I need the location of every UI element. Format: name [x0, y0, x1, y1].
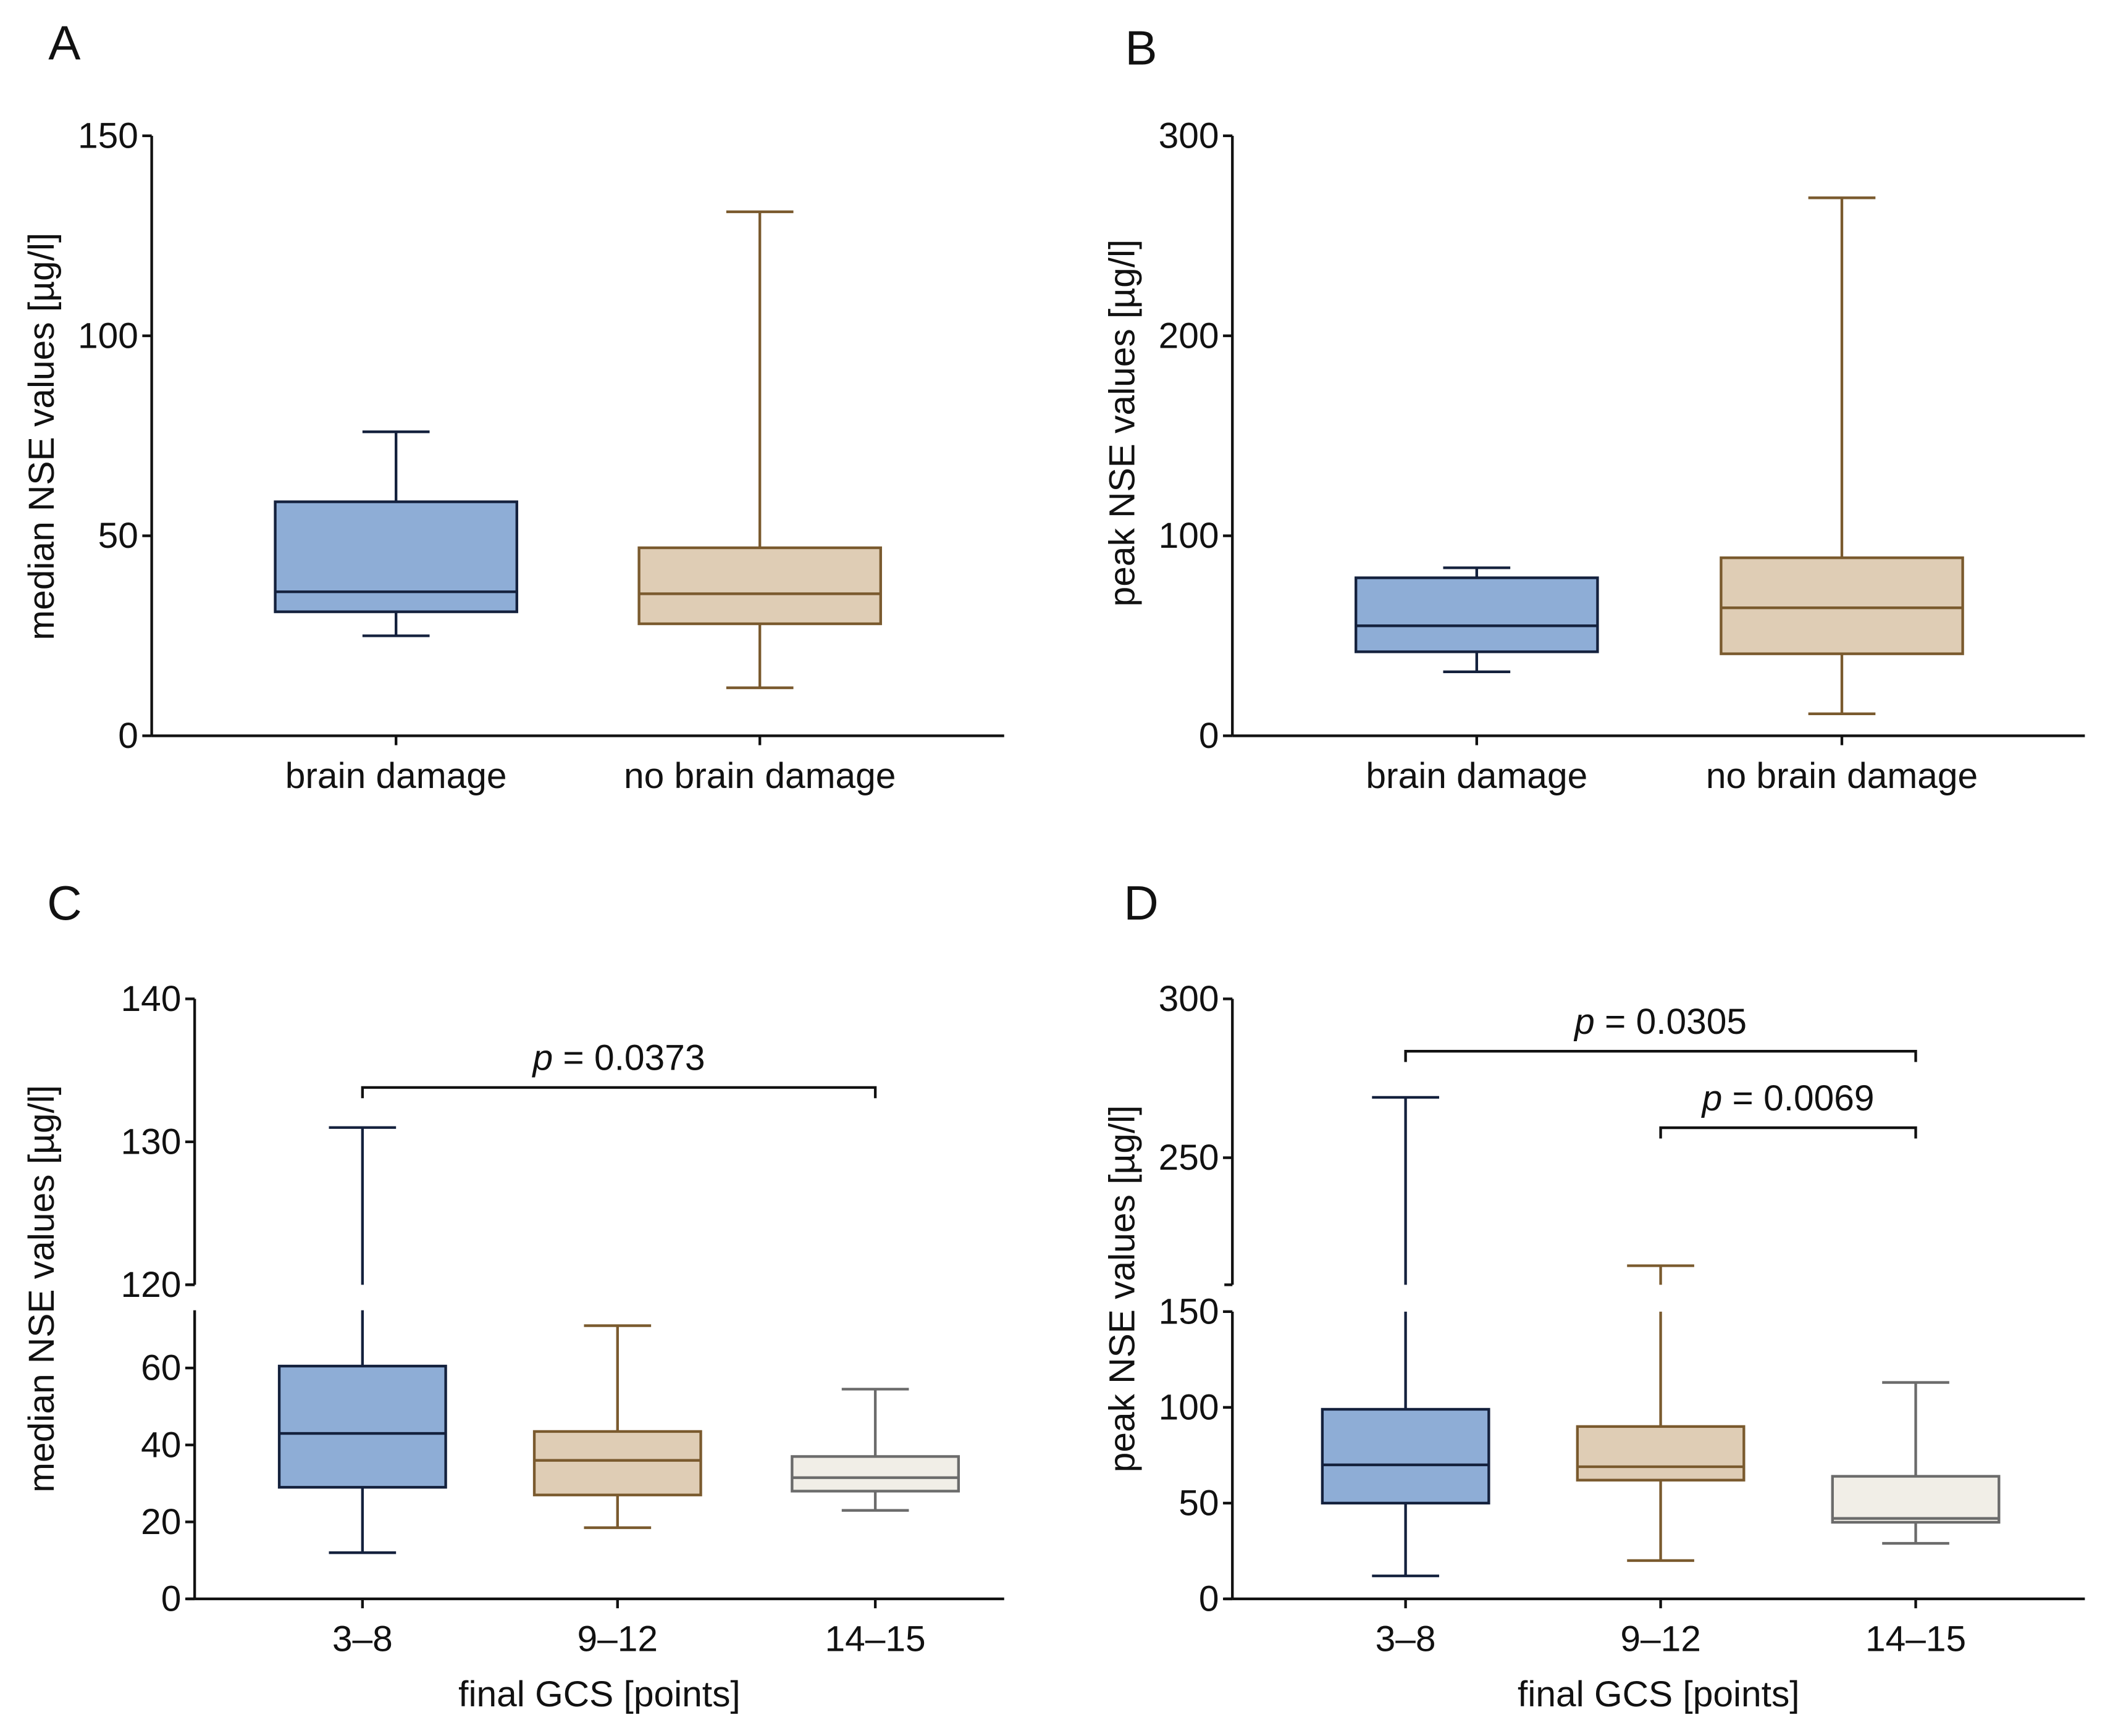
iqr-box [1720, 556, 1964, 655]
x-tick-label: no brain damage [1706, 756, 1978, 796]
x-tick-label: 14–15 [825, 1619, 926, 1659]
y-tick-label: 250 [1159, 1138, 1219, 1178]
panel-A: A 0 50 100 150 median NSE values [µg/l] brain … [22, 15, 1004, 796]
y-tick-label: 60 [141, 1348, 181, 1388]
p-value-label: p = 0.0069 [1701, 1078, 1875, 1118]
y-tick-label: 0 [118, 716, 138, 756]
panel-letter: B [1125, 21, 1157, 75]
box-2 [1831, 1381, 2001, 1545]
p-symbol: p [531, 1038, 553, 1078]
y-tick-label: 100 [1159, 1387, 1219, 1427]
y-tick-label: 150 [1159, 1291, 1219, 1331]
y-tick-label: 100 [78, 316, 138, 356]
y-tick-label: 40 [141, 1425, 181, 1465]
y-tick-label: 120 [121, 1265, 182, 1305]
y-tick-label: 300 [1159, 979, 1219, 1019]
p-symbol: p [1573, 1002, 1595, 1042]
box-0 [274, 430, 518, 637]
x-tick-label: 3–8 [332, 1619, 393, 1659]
x-axis-label: final GCS [points] [1518, 1674, 1800, 1714]
x-tick-label: 9–12 [578, 1619, 658, 1659]
p-value: = 0.0069 [1722, 1078, 1874, 1118]
panel-letter: D [1124, 876, 1158, 930]
p-value: = 0.0305 [1595, 1002, 1747, 1042]
y-axis-label: median NSE values [µg/l] [22, 1085, 62, 1493]
panel-C: C 0 20 40 60 120 130 140 median NSE values [µg/l… [22, 876, 1004, 1714]
panel-D: D 0 50 100 150 250 300 peak NSE values [µg/l] 3–… [1103, 876, 2085, 1714]
y-tick-label: 200 [1159, 316, 1219, 356]
box-0 [1321, 1096, 1490, 1577]
y-tick-label: 140 [121, 979, 182, 1019]
y-tick-label: 130 [121, 1122, 182, 1162]
y-axis-label: peak NSE values [µg/l] [1103, 240, 1143, 607]
iqr-box [1321, 1407, 1490, 1505]
x-tick-label: 14–15 [1865, 1619, 1966, 1659]
y-tick-label: 300 [1159, 115, 1219, 156]
y-axis-label: median NSE values [µg/l] [22, 233, 62, 640]
iqr-box [791, 1455, 960, 1493]
panel-B: B 0 100 200 300 peak NSE values [µg/l] brain d… [1103, 21, 2085, 796]
iqr-box [277, 1364, 447, 1489]
p-value-label: p = 0.0373 [531, 1038, 705, 1078]
x-tick-label: no brain damage [624, 756, 896, 796]
box-1 [1576, 1264, 1746, 1562]
x-tick-label: brain damage [285, 756, 507, 796]
panel-letter: A [48, 15, 81, 70]
significance-bracket [1404, 1050, 1917, 1062]
y-tick-label: 0 [1199, 1579, 1219, 1619]
box-0 [1355, 566, 1599, 673]
box-1 [637, 210, 882, 689]
box-1 [1720, 196, 1964, 715]
x-tick-label: 9–12 [1620, 1619, 1701, 1659]
x-axis-label: final GCS [points] [458, 1674, 741, 1714]
box-2 [791, 1388, 960, 1512]
y-tick-label: 0 [1199, 716, 1219, 756]
iqr-box [1831, 1475, 2001, 1524]
y-tick-label: 150 [78, 115, 138, 156]
y-tick-label: 20 [141, 1502, 181, 1542]
box-1 [532, 1324, 702, 1529]
significance-bracket [1659, 1126, 1917, 1139]
y-tick-label: 50 [98, 516, 138, 556]
y-tick-label: 0 [161, 1579, 182, 1619]
y-tick-label: 50 [1179, 1483, 1219, 1523]
p-symbol: p [1701, 1078, 1723, 1118]
panel-letter: C [47, 876, 82, 930]
p-value-label: p = 0.0305 [1573, 1002, 1747, 1042]
box-0 [277, 1126, 447, 1554]
significance-bracket [361, 1086, 877, 1099]
y-tick-label: 100 [1159, 516, 1219, 556]
y-axis-label: peak NSE values [µg/l] [1103, 1105, 1143, 1473]
iqr-box [637, 546, 882, 626]
iqr-box [1576, 1425, 1746, 1482]
iqr-box [274, 500, 518, 613]
x-tick-label: 3–8 [1376, 1619, 1436, 1659]
iqr-box [1355, 576, 1599, 653]
p-value: = 0.0373 [553, 1038, 705, 1078]
iqr-box [532, 1430, 702, 1496]
x-tick-label: brain damage [1366, 756, 1587, 796]
